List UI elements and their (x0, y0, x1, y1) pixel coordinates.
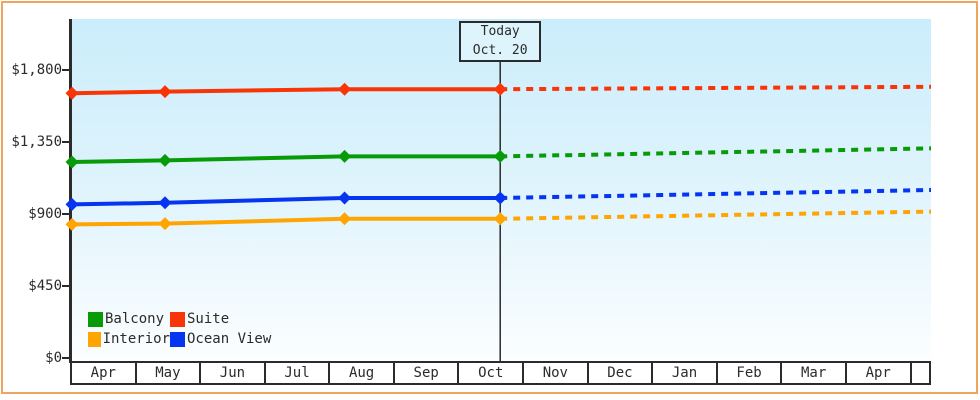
legend-label: Ocean View (187, 331, 272, 347)
legend-label: Suite (187, 311, 230, 327)
x-axis-cell: Jul (266, 363, 331, 383)
y-axis-label: $0 (45, 350, 62, 366)
x-axis-cell: Jan (653, 363, 718, 383)
x-axis-cell: Apr (847, 363, 912, 383)
x-axis-cell: Nov (524, 363, 589, 383)
legend-item-balcony: Balcony (88, 311, 170, 327)
legend-item-suite: Suite (170, 311, 271, 327)
x-axis-cell: Jun (201, 363, 266, 383)
y-axis-label: $450 (28, 278, 62, 294)
legend-label: Interior (102, 331, 170, 347)
x-axis-cell: Oct (459, 363, 525, 383)
legend-swatch (88, 311, 103, 327)
x-axis-cell-empty (912, 363, 929, 383)
plot-area (72, 19, 931, 361)
x-axis-cell: Feb (718, 363, 783, 383)
x-axis: Apr May Jun Jul Aug Sep Oct Nov Dec Jan Feb Mar Apr (70, 361, 931, 385)
legend: Balcony Suite Interior Ocean View (88, 311, 271, 347)
legend-item-interior: Interior (88, 331, 170, 347)
legend-swatch (88, 331, 101, 347)
today-date: Oct. 20 (472, 42, 528, 58)
y-axis-label: $900 (28, 206, 62, 222)
x-axis-cell: May (137, 363, 202, 383)
legend-item-ocean-view: Ocean View (170, 331, 271, 347)
x-axis-cell: Dec (589, 363, 654, 383)
x-axis-cell: Aug (330, 363, 395, 383)
x-axis-cell: Sep (395, 363, 460, 383)
legend-label: Balcony (105, 311, 165, 327)
legend-swatch (170, 311, 185, 327)
legend-swatch (170, 331, 185, 347)
today-label: Today (480, 23, 520, 39)
y-axis-label: $1,350 (11, 134, 62, 150)
today-marker-box: Today Oct. 20 (459, 21, 542, 62)
x-axis-cell: Apr (72, 363, 137, 383)
y-axis-label: $1,800 (11, 62, 62, 78)
x-axis-cell: Mar (782, 363, 847, 383)
